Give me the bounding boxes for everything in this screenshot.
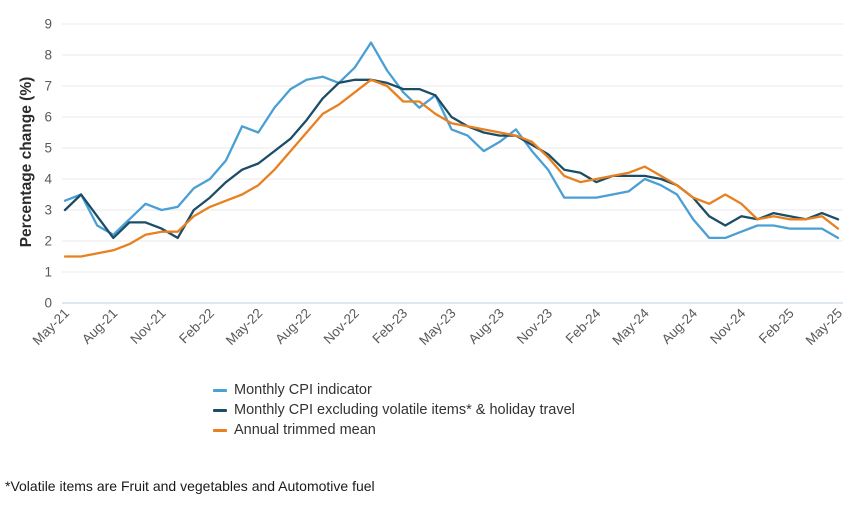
svg-text:Aug-24: Aug-24 — [659, 305, 701, 347]
svg-text:3: 3 — [44, 203, 52, 218]
svg-text:9: 9 — [44, 17, 52, 32]
svg-text:0: 0 — [44, 296, 52, 311]
svg-text:Nov-24: Nov-24 — [707, 305, 749, 347]
svg-text:6: 6 — [44, 110, 52, 125]
legend-swatch-monthly-cpi-icon — [213, 388, 227, 392]
y-axis-title: Percentage change (%) — [18, 77, 35, 248]
svg-text:Aug-23: Aug-23 — [466, 306, 507, 347]
footnote-volatile-items: *Volatile items are Fruit and vegetables… — [5, 478, 375, 494]
svg-text:Aug-21: Aug-21 — [79, 306, 120, 347]
svg-text:5: 5 — [44, 141, 52, 156]
legend-label-cpi-excl-volatile: Monthly CPI excluding volatile items* & … — [234, 402, 575, 418]
svg-text:Nov-22: Nov-22 — [321, 306, 362, 347]
svg-text:Nov-21: Nov-21 — [127, 306, 168, 347]
svg-text:May-23: May-23 — [416, 306, 458, 348]
svg-text:May-21: May-21 — [30, 306, 72, 348]
svg-text:May-24: May-24 — [609, 305, 652, 348]
svg-text:8: 8 — [44, 48, 52, 63]
y-axis-tick-labels: 0 1 2 3 4 5 6 7 8 9 — [44, 17, 52, 311]
svg-text:Feb-23: Feb-23 — [369, 306, 410, 347]
svg-text:4: 4 — [44, 172, 52, 187]
svg-text:1: 1 — [44, 265, 52, 280]
svg-text:2: 2 — [44, 234, 52, 249]
legend-swatch-cpi-excl-volatile-icon — [213, 408, 227, 412]
svg-text:May-22: May-22 — [223, 306, 265, 348]
legend-item-monthly-cpi: Monthly CPI indicator — [213, 380, 575, 400]
plot-lines — [63, 41, 840, 258]
legend-swatch-trimmed-mean-icon — [213, 428, 227, 432]
svg-text:Feb-25: Feb-25 — [756, 306, 797, 347]
svg-text:Nov-23: Nov-23 — [514, 306, 555, 347]
legend-item-trimmed-mean: Annual trimmed mean — [213, 420, 575, 440]
svg-text:Feb-24: Feb-24 — [563, 305, 604, 346]
legend-label-trimmed-mean: Annual trimmed mean — [234, 422, 376, 438]
svg-text:Aug-22: Aug-22 — [272, 306, 313, 347]
legend-item-cpi-excl-volatile: Monthly CPI excluding volatile items* & … — [213, 400, 575, 420]
legend-label-monthly-cpi: Monthly CPI indicator — [234, 382, 372, 398]
gridlines — [62, 23, 843, 304]
legend: Monthly CPI indicator Monthly CPI exclud… — [213, 380, 575, 440]
svg-text:Feb-22: Feb-22 — [176, 306, 217, 347]
svg-text:7: 7 — [44, 79, 52, 94]
svg-text:May-25: May-25 — [803, 306, 845, 348]
x-axis-tick-labels: May-21 Aug-21 Nov-21 Feb-22 May-22 Aug-22 Nov-… — [30, 305, 845, 348]
